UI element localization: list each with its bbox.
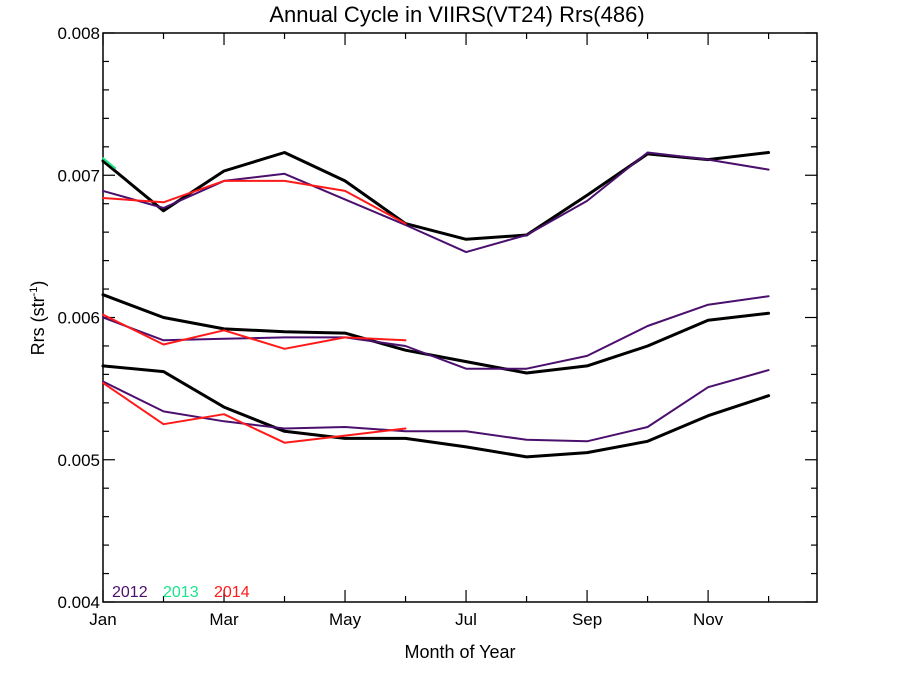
series-line-2013-6 [102,157,117,170]
y-axis-title-main: Rrs (str [28,296,48,355]
series-line-climatology-2 [101,364,771,459]
y-axis-title: Rrs (str-1) [28,281,48,356]
y-tick-label: 0.007 [57,166,100,185]
x-tick-label: Jan [89,610,116,629]
series-line-2012-4 [102,295,770,370]
series-line-2014-8 [102,313,407,350]
axis-ticks: Jan Mar May Jul Sep Nov 0.004 0.005 0.006 0.007 0.… [57,24,817,629]
series-line-2012-5 [102,369,770,443]
series-lines [101,151,771,459]
legend-entry-2014: 2014 [214,584,250,601]
x-tick-label: Sep [572,610,602,629]
series-line-climatology-1 [101,293,771,375]
plot-frame [102,32,818,603]
series-line-climatology-0 [101,151,771,241]
series-line-2014-9 [102,381,407,444]
y-axis-title-exponent: -1 [28,287,40,297]
x-axis-title: Month of Year [404,642,515,662]
legend-entry-2012: 2012 [112,584,148,601]
y-tick-label: 0.008 [57,24,100,43]
legend-entry-2013: 2013 [163,584,199,601]
legend: 2012 2013 2014 [112,584,250,601]
x-tick-label: May [329,610,362,629]
x-tick-label: Mar [209,610,239,629]
x-tick-label: Nov [693,610,724,629]
y-tick-label: 0.005 [57,451,100,470]
y-tick-label: 0.006 [57,309,100,328]
y-tick-label: 0.004 [57,593,100,612]
x-tick-label: Jul [455,610,477,629]
chart-title: Annual Cycle in VIIRS(VT24) Rrs(486) [269,2,644,27]
series-line-2012-3 [102,151,770,254]
y-axis-title-end: ) [28,281,48,287]
series-line-2014-7 [102,179,407,225]
